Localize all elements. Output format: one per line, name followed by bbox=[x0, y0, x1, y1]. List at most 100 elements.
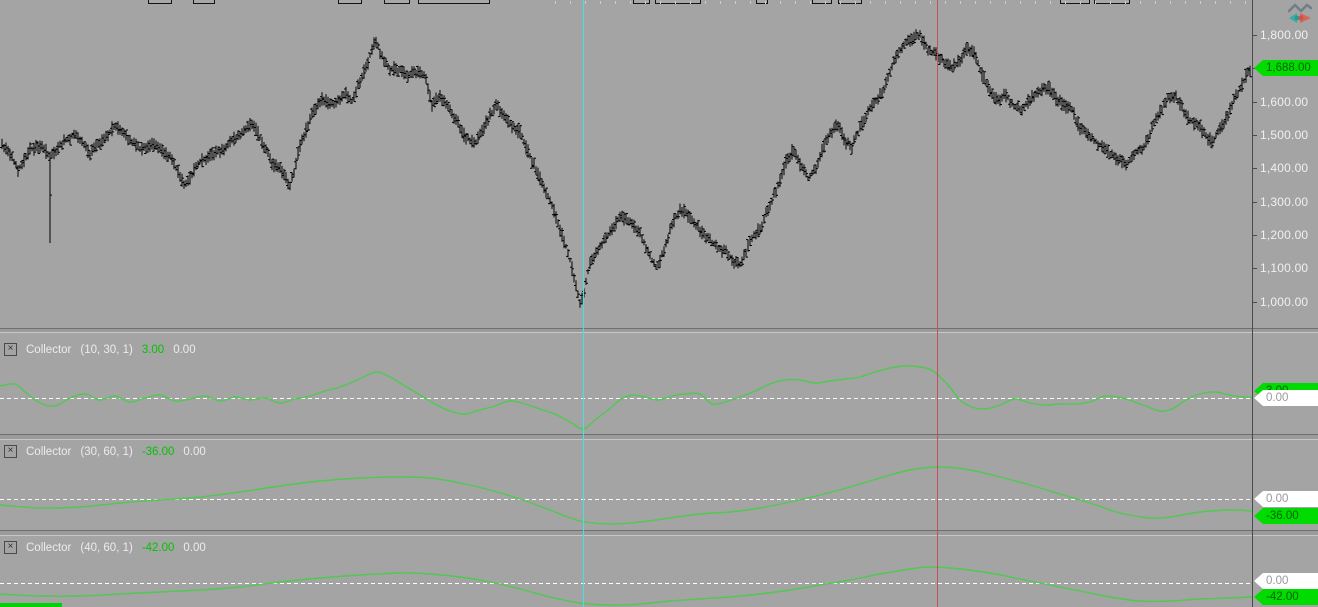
toolbar-button-remnant[interactable] bbox=[655, 0, 701, 4]
axis-tick bbox=[1253, 35, 1257, 36]
top-axis-tick bbox=[705, 1, 706, 4]
top-axis-tick bbox=[555, 1, 556, 4]
indicator-name: Collector bbox=[26, 445, 72, 458]
panel-resize-handle[interactable] bbox=[0, 434, 1318, 440]
top-axis-tick bbox=[1035, 1, 1036, 4]
price-axis-label: 1,300.00 bbox=[1260, 194, 1309, 209]
top-axis-tick bbox=[795, 1, 796, 4]
axis-tick bbox=[1253, 268, 1257, 270]
top-axis-tick bbox=[780, 1, 781, 4]
close-indicator-button[interactable]: × bbox=[4, 343, 17, 356]
axis-tick bbox=[1253, 301, 1257, 303]
top-axis-tick bbox=[900, 1, 901, 4]
toolbar-button-remnant[interactable] bbox=[418, 0, 490, 4]
axis-tick bbox=[1253, 101, 1257, 103]
price-axis-label: 1,000.00 bbox=[1260, 294, 1309, 309]
indicator-params: (40, 60, 1) bbox=[80, 541, 133, 554]
top-axis-tick bbox=[885, 1, 886, 4]
indicator-panel-3[interactable]: × Collector (40, 60, 1) -42.00 0.00 bbox=[0, 536, 1318, 607]
top-axis-tick bbox=[810, 1, 811, 4]
price-axis-label: 1,600.00 bbox=[1260, 94, 1309, 109]
indicator-value-green: -36.00 bbox=[141, 445, 175, 458]
indicator-curve bbox=[0, 566, 1252, 606]
axis-tick bbox=[1253, 135, 1257, 136]
chart-logo-icon bbox=[1287, 3, 1313, 23]
indicator-value-tag: -36.00 bbox=[1254, 508, 1318, 524]
candlestick-series bbox=[0, 29, 1252, 308]
indicator-name: Collector bbox=[26, 541, 72, 554]
indicator-value-white: 0.00 bbox=[173, 343, 196, 356]
top-axis-tick bbox=[615, 1, 616, 4]
toolbar-button-remnant[interactable] bbox=[193, 0, 215, 4]
indicator-curve bbox=[0, 466, 1252, 525]
zero-value-tag: 0.00 bbox=[1254, 491, 1318, 507]
zero-level-line bbox=[0, 499, 1252, 500]
indicator-panel-2[interactable]: × Collector (30, 60, 1) -36.00 0.00 bbox=[0, 440, 1318, 530]
indicator-edge-strip bbox=[0, 603, 62, 607]
toolbar-remnant-row bbox=[0, 0, 1252, 6]
toolbar-button-remnant[interactable] bbox=[756, 0, 768, 4]
panel-resize-handle[interactable] bbox=[0, 328, 1318, 333]
toolbar-button-remnant[interactable] bbox=[148, 0, 172, 4]
toolbar-button-remnant[interactable] bbox=[633, 0, 650, 4]
top-axis-tick bbox=[645, 1, 646, 4]
top-axis-tick bbox=[1215, 1, 1216, 4]
zero-value-tag: 0.00 bbox=[1254, 573, 1318, 589]
top-axis-tick bbox=[1080, 1, 1081, 4]
top-axis-tick bbox=[990, 1, 991, 4]
top-axis-tick bbox=[720, 1, 721, 4]
close-indicator-button[interactable]: × bbox=[4, 541, 17, 554]
zero-level-line bbox=[0, 398, 1252, 399]
top-axis-tick bbox=[660, 1, 661, 4]
zero-value-tag: 0.00 bbox=[1254, 390, 1318, 406]
price-axis-label: 1,800.00 bbox=[1260, 28, 1309, 42]
panel-resize-handle[interactable] bbox=[0, 530, 1318, 536]
top-axis-tick bbox=[570, 1, 571, 4]
top-axis-tick bbox=[930, 1, 931, 4]
toolbar-button-remnant[interactable] bbox=[1094, 0, 1130, 4]
top-axis-tick bbox=[1245, 1, 1246, 4]
top-axis-tick bbox=[675, 1, 676, 4]
toolbar-button-remnant[interactable] bbox=[384, 0, 410, 4]
cyan-vertical-line[interactable] bbox=[583, 0, 584, 607]
top-axis-tick bbox=[765, 1, 766, 4]
toolbar-button-remnant[interactable] bbox=[838, 0, 862, 4]
toolbar-button-remnant[interactable] bbox=[812, 0, 832, 4]
close-indicator-button[interactable]: × bbox=[4, 445, 17, 458]
indicator-curve bbox=[0, 365, 1252, 430]
axis-tick bbox=[1253, 201, 1257, 203]
top-axis-tick bbox=[1020, 1, 1021, 4]
top-axis-tick bbox=[825, 1, 826, 4]
price-axis-label: 1,500.00 bbox=[1260, 128, 1309, 142]
toolbar-button-remnant[interactable] bbox=[1060, 0, 1090, 4]
top-axis-tick bbox=[585, 1, 586, 4]
top-axis-tick bbox=[735, 1, 736, 4]
top-axis-tick bbox=[915, 1, 916, 4]
top-axis-tick bbox=[840, 1, 841, 4]
top-axis-tick bbox=[1140, 1, 1141, 4]
indicator-value-tag: -42.00 bbox=[1254, 589, 1318, 605]
zero-level-line bbox=[0, 583, 1252, 584]
top-axis-tick bbox=[855, 1, 856, 4]
top-axis-tick bbox=[1005, 1, 1006, 4]
top-axis-tick bbox=[1155, 1, 1156, 4]
top-axis-tick bbox=[630, 1, 631, 4]
top-axis-tick bbox=[945, 1, 946, 4]
current-price-tag: 1,688.00 bbox=[1254, 60, 1318, 76]
indicator-value-green: 3.00 bbox=[141, 343, 165, 356]
axis-tick bbox=[1253, 235, 1257, 236]
toolbar-button-remnant[interactable] bbox=[338, 0, 362, 4]
top-axis-tick bbox=[1095, 1, 1096, 4]
indicator-value-white: 0.00 bbox=[183, 445, 206, 458]
price-axis-label: 1,100.00 bbox=[1260, 261, 1309, 276]
top-axis-tick bbox=[1230, 1, 1231, 4]
top-axis-tick bbox=[1110, 1, 1111, 4]
top-axis-tick bbox=[750, 1, 751, 4]
indicator-params: (30, 60, 1) bbox=[80, 445, 133, 458]
top-axis-tick bbox=[690, 1, 691, 4]
indicator-value-green: -42.00 bbox=[141, 541, 175, 554]
axis-tick bbox=[1253, 168, 1257, 170]
indicator-panel-1[interactable]: × Collector (10, 30, 1) 3.00 0.00 bbox=[0, 333, 1318, 434]
red-vertical-line[interactable] bbox=[937, 0, 938, 607]
